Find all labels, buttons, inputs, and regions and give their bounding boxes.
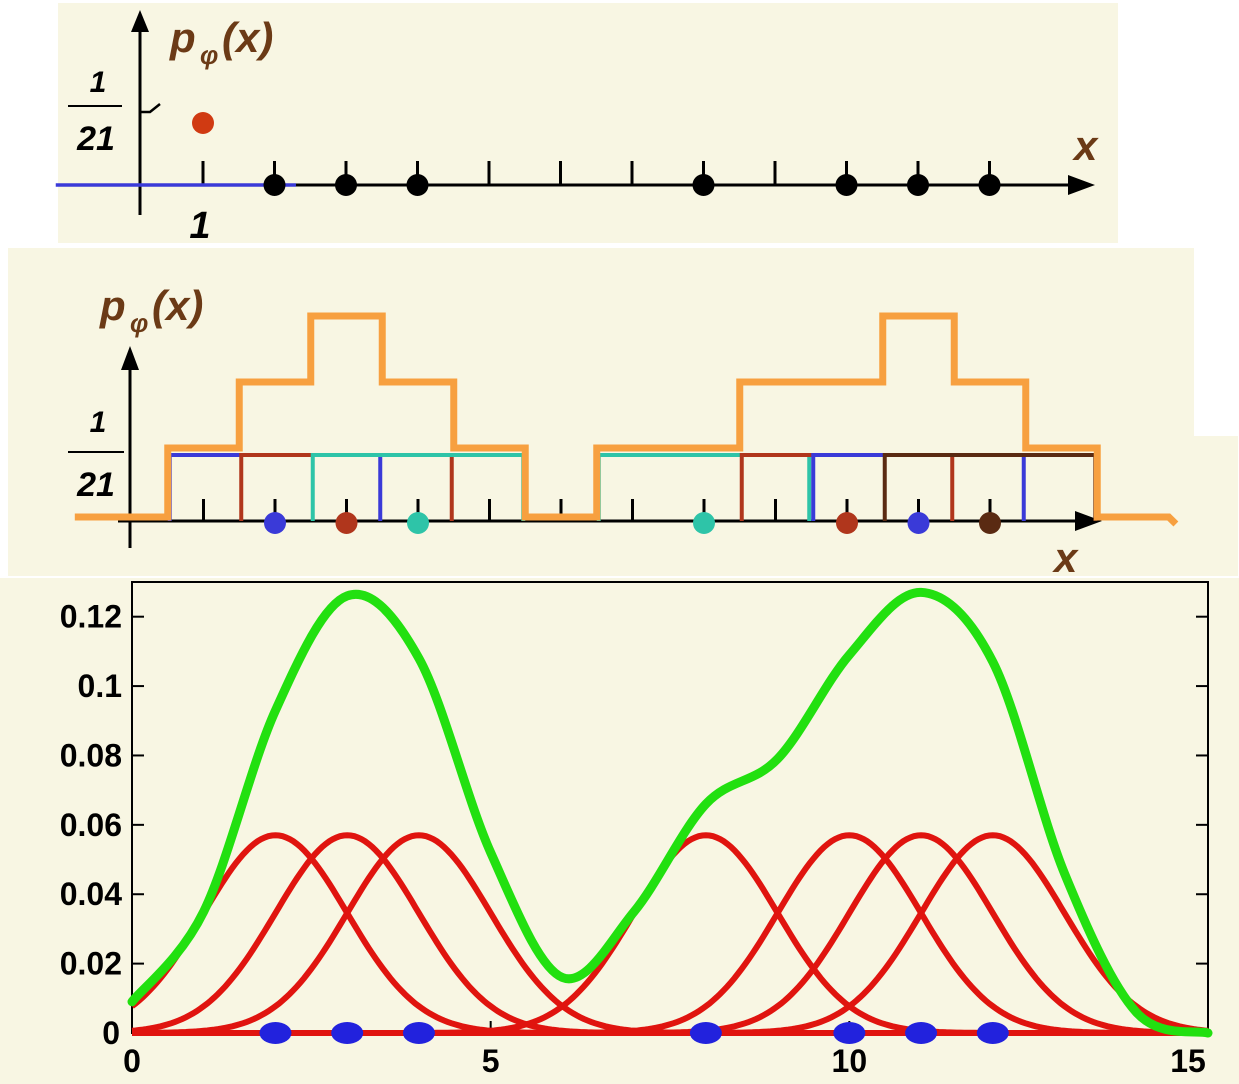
bottom-panel: [0, 578, 1239, 1084]
middle-panel-ext: [8, 436, 1238, 576]
top-panel: [58, 3, 1118, 243]
middle-panel: [8, 248, 1194, 438]
